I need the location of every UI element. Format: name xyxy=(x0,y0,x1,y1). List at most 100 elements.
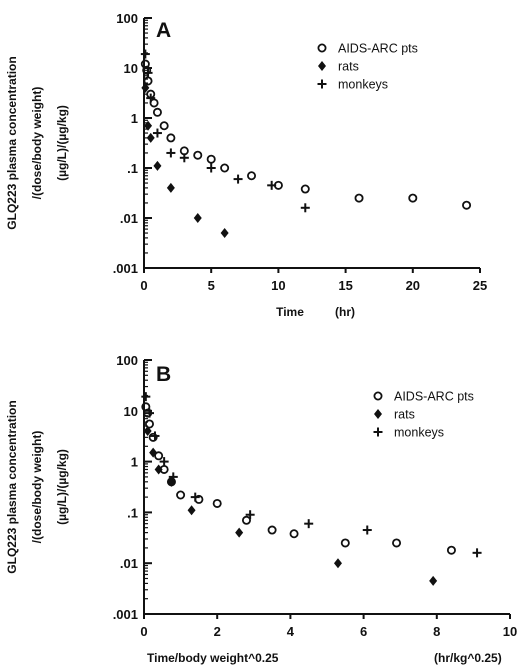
data-point-plus xyxy=(300,203,310,213)
y-tick-label: .001 xyxy=(113,607,138,622)
data-point-circle xyxy=(149,98,159,108)
data-point-circle xyxy=(206,154,216,164)
data-point-circle xyxy=(446,545,456,555)
x-tick-label: 6 xyxy=(360,624,367,639)
y-axis-title-line: (µg/L)/(µg/kg) xyxy=(55,449,69,525)
data-point-plus xyxy=(166,148,176,158)
data-point-circle xyxy=(159,121,169,131)
y-tick-label: .01 xyxy=(120,211,138,226)
data-point-plus xyxy=(141,392,151,402)
x-axis-title: Time/body weight^0.25 xyxy=(147,651,279,665)
y-tick-label: 100 xyxy=(116,11,138,26)
data-point-diamond xyxy=(333,558,342,569)
data-point-diamond xyxy=(154,464,163,475)
data-point-diamond xyxy=(143,426,152,437)
data-point-diamond xyxy=(166,182,175,193)
data-point-diamond xyxy=(153,160,162,171)
data-point-circle xyxy=(143,76,153,86)
y-axis-title-line: (µg/L)/(µg/kg) xyxy=(55,105,69,181)
y-tick-label: .01 xyxy=(120,556,138,571)
y-tick-label: 1 xyxy=(131,455,138,470)
data-point-circle xyxy=(392,538,402,548)
data-point-diamond xyxy=(429,575,438,586)
x-tick-label: 10 xyxy=(271,278,285,293)
panel-label: B xyxy=(156,363,171,386)
x-tick-label: 5 xyxy=(208,278,215,293)
y-axis-title-line: GLQ223 plasma concentration xyxy=(5,400,19,573)
data-point-diamond xyxy=(193,213,202,223)
data-point-plus xyxy=(146,93,156,103)
data-point-circle xyxy=(144,419,154,429)
data-point-circle xyxy=(176,490,186,500)
data-point-plus xyxy=(206,163,216,173)
panel-a: .001 .01 .1 1 10 100 0 5 10 15 20 25 Time (hr) GLQ223 … xyxy=(5,11,487,319)
data-point-diamond xyxy=(141,82,150,93)
data-point-diamond xyxy=(374,409,382,419)
data-point-plus xyxy=(304,519,314,529)
data-point-circle xyxy=(317,43,327,53)
data-point-diamond xyxy=(149,447,158,458)
y-tick-label: 1 xyxy=(131,111,138,126)
data-point-circle xyxy=(154,451,164,461)
data-point-plus xyxy=(159,457,169,467)
legend-entry-label: rats xyxy=(394,408,415,422)
x-tick-label: 8 xyxy=(433,624,440,639)
series-open-circle xyxy=(141,402,456,555)
data-point-plus xyxy=(373,427,383,437)
x-tick-label: 15 xyxy=(338,278,352,293)
data-point-circle xyxy=(462,200,472,210)
data-point-diamond xyxy=(318,61,326,71)
data-point-diamond xyxy=(220,228,229,239)
data-point-circle xyxy=(354,193,364,203)
data-point-circle xyxy=(289,529,299,539)
legend-entry-label: rats xyxy=(338,60,359,74)
series-filled-diamond xyxy=(143,426,438,586)
x-tick-label: 20 xyxy=(406,278,420,293)
y-tick-label: 10 xyxy=(124,404,138,419)
panel-label: A xyxy=(156,19,171,42)
data-point-circle xyxy=(220,163,230,173)
data-point-circle xyxy=(193,150,203,160)
data-point-diamond xyxy=(235,527,244,538)
data-point-plus xyxy=(472,548,482,558)
x-tick-label: 25 xyxy=(473,278,487,293)
x-tick-label: 0 xyxy=(140,624,147,639)
legend-entry-label: AIDS-ARC pts xyxy=(338,42,418,56)
data-point-circle xyxy=(166,133,176,143)
data-point-plus xyxy=(245,510,255,520)
data-point-plus xyxy=(190,492,200,502)
x-axis-unit: (hr) xyxy=(335,305,355,319)
data-point-circle xyxy=(152,107,162,117)
data-point-diamond xyxy=(187,505,196,516)
series-plus xyxy=(140,49,310,213)
data-point-circle xyxy=(241,515,251,525)
y-tick-label: .001 xyxy=(113,261,138,276)
data-point-circle xyxy=(212,498,222,508)
y-tick-label: 10 xyxy=(124,61,138,76)
data-point-circle xyxy=(408,193,418,203)
legend: AIDS-ARC pts rats monkeys xyxy=(317,42,418,92)
legend-entry-label: AIDS-ARC pts xyxy=(394,390,474,404)
series-open-circle xyxy=(140,59,472,210)
data-point-plus xyxy=(150,431,160,441)
y-axis-title-line: /(dose/body weight) xyxy=(30,431,44,544)
data-point-circle xyxy=(340,538,350,548)
y-tick-label: .1 xyxy=(127,161,138,176)
x-tick-label: 2 xyxy=(214,624,221,639)
y-tick-label: .1 xyxy=(127,505,138,520)
x-tick-label: 4 xyxy=(287,624,295,639)
x-tick-label: 0 xyxy=(140,278,147,293)
data-point-plus xyxy=(152,128,162,138)
panel-b: .001 .01 .1 1 10 100 0 2 4 6 8 10 Time/body weight^0… xyxy=(5,353,517,665)
y-tick-label: 100 xyxy=(116,353,138,368)
x-axis-title: Time xyxy=(276,305,304,319)
data-point-plus xyxy=(144,408,154,418)
data-point-plus xyxy=(179,153,189,163)
y-axis-title-line: GLQ223 plasma concentration xyxy=(5,56,19,229)
x-tick-label: 10 xyxy=(503,624,517,639)
data-point-circle xyxy=(142,65,152,75)
x-axis-unit: (hr/kg^0.25) xyxy=(434,651,502,665)
data-point-plus xyxy=(233,174,243,184)
legend: AIDS-ARC pts rats monkeys xyxy=(373,390,474,440)
y-axis-title-line: /(dose/body weight) xyxy=(30,87,44,200)
